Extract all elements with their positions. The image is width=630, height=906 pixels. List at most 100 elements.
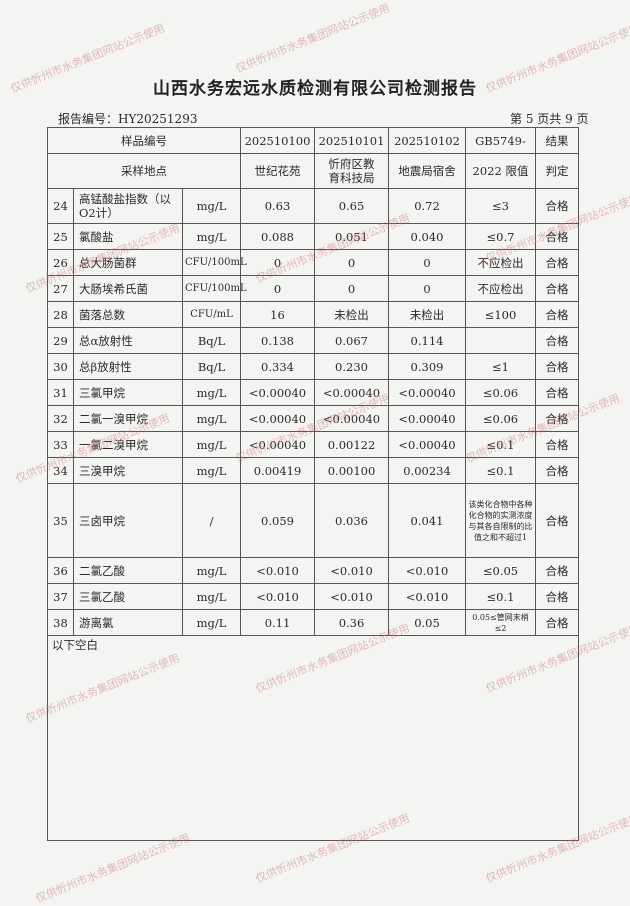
row-number: 35 [47, 483, 74, 558]
value: 0 [388, 275, 466, 302]
value: 0.041 [388, 483, 466, 558]
result: 合格 [535, 405, 579, 432]
result: 合格 [535, 301, 579, 328]
value: 0.059 [240, 483, 315, 558]
limit: 不应检出 [465, 275, 536, 302]
value: 0 [240, 249, 315, 276]
limit: ≤0.1 [465, 583, 536, 610]
value: 0.11 [240, 609, 315, 636]
unit: mg/L [182, 223, 241, 250]
value: 0.00100 [314, 457, 389, 484]
test-item: 二氯乙酸 [73, 557, 183, 584]
sample-site: 地震局宿舍 [388, 153, 466, 189]
value: 16 [240, 301, 315, 328]
value: 0.334 [240, 353, 315, 380]
value: <0.00040 [240, 405, 315, 432]
limit: 0.05≤管网末梢≤2 [465, 609, 536, 636]
value: 0 [314, 249, 389, 276]
result-header: 结果 [535, 127, 579, 154]
test-item: 高锰酸盐指数（以O2计） [73, 188, 183, 224]
value: <0.00040 [314, 379, 389, 406]
value: <0.010 [240, 557, 315, 584]
value: <0.010 [388, 557, 466, 584]
unit: mg/L [182, 583, 241, 610]
table-row: 25 氯酸盐 mg/L 0.088 0.051 0.040 ≤0.7 合格 [47, 223, 579, 250]
result: 合格 [535, 353, 579, 380]
table-row: 31 三氯甲烷 mg/L <0.00040 <0.00040 <0.00040 ≤0.06 合… [47, 379, 579, 406]
value: 0.00419 [240, 457, 315, 484]
report-title: 山西水务宏远水质检测有限公司检测报告 [153, 79, 477, 99]
limit: ≤0.05 [465, 557, 536, 584]
result: 合格 [535, 188, 579, 224]
value: 0 [240, 275, 315, 302]
table-row: 29 总α放射性 Bq/L 0.138 0.067 0.114 合格 [47, 327, 579, 354]
test-item: 总β放射性 [73, 353, 183, 380]
blank-note: 以下空白 [47, 635, 579, 841]
row-number: 29 [47, 327, 74, 354]
value: 0.05 [388, 609, 466, 636]
table-row: 27 大肠埃希氏菌 CFU/100mL 0 0 0 不应检出 合格 [47, 275, 579, 302]
limit: 该类化合物中各种化合物的实测浓度与其各自限制的比值之和不超过1 [465, 483, 536, 558]
value: 0.63 [240, 188, 315, 224]
site-label: 采样地点 [47, 153, 241, 189]
result: 合格 [535, 223, 579, 250]
value: <0.010 [240, 583, 315, 610]
test-item: 一氯二溴甲烷 [73, 431, 183, 458]
unit: CFU/mL [182, 301, 241, 328]
sample-no-label: 样品编号 [47, 127, 241, 154]
test-item: 三溴甲烷 [73, 457, 183, 484]
test-item: 大肠埃希氏菌 [73, 275, 183, 302]
unit: mg/L [182, 405, 241, 432]
value: <0.00040 [388, 405, 466, 432]
value: 0.65 [314, 188, 389, 224]
value: <0.00040 [240, 379, 315, 406]
result: 合格 [535, 483, 579, 558]
limit: ≤100 [465, 301, 536, 328]
sample-no: 202510102 [388, 127, 466, 154]
limit: ≤0.1 [465, 431, 536, 458]
result: 合格 [535, 583, 579, 610]
test-item: 二氯一溴甲烷 [73, 405, 183, 432]
results-table: 样品编号 202510100 202510101 202510102 GB574… [47, 127, 579, 841]
row-number: 26 [47, 249, 74, 276]
row-number: 32 [47, 405, 74, 432]
value: <0.010 [388, 583, 466, 610]
row-number: 24 [47, 188, 74, 224]
value: 0.36 [314, 609, 389, 636]
row-number: 25 [47, 223, 74, 250]
value: 0 [314, 275, 389, 302]
test-item: 总α放射性 [73, 327, 183, 354]
table-row: 32 二氯一溴甲烷 mg/L <0.00040 <0.00040 <0.00040 ≤0.0… [47, 405, 579, 432]
value: 0.00122 [314, 431, 389, 458]
value: 未检出 [314, 301, 389, 328]
limit: ≤1 [465, 353, 536, 380]
row-number: 28 [47, 301, 74, 328]
row-number: 36 [47, 557, 74, 584]
test-item: 氯酸盐 [73, 223, 183, 250]
test-item: 游离氯 [73, 609, 183, 636]
limit: ≤0.7 [465, 223, 536, 250]
limit-header: GB5749- [465, 127, 536, 154]
unit: mg/L [182, 431, 241, 458]
result: 合格 [535, 249, 579, 276]
limit: ≤0.1 [465, 457, 536, 484]
value: <0.00040 [314, 405, 389, 432]
table-row: 24 高锰酸盐指数（以O2计） mg/L 0.63 0.65 0.72 ≤3 合格 [47, 188, 579, 224]
limit: 不应检出 [465, 249, 536, 276]
unit: / [182, 483, 241, 558]
result: 合格 [535, 609, 579, 636]
table-row: 30 总β放射性 Bq/L 0.334 0.230 0.309 ≤1 合格 [47, 353, 579, 380]
value: 0.114 [388, 327, 466, 354]
table-row: 26 总大肠菌群 CFU/100mL 0 0 0 不应检出 合格 [47, 249, 579, 276]
unit: CFU/100mL [182, 275, 247, 302]
value: 0.088 [240, 223, 315, 250]
value: 0.230 [314, 353, 389, 380]
limit: ≤0.06 [465, 379, 536, 406]
sample-no: 202510100 [240, 127, 315, 154]
header-row-site: 采样地点 世纪花苑 忻府区教育科技局 地震局宿舍 2022 限值 判定 [47, 153, 579, 189]
limit [465, 327, 536, 354]
value: 0.309 [388, 353, 466, 380]
value: 0.72 [388, 188, 466, 224]
unit: mg/L [182, 188, 241, 224]
unit: mg/L [182, 457, 241, 484]
